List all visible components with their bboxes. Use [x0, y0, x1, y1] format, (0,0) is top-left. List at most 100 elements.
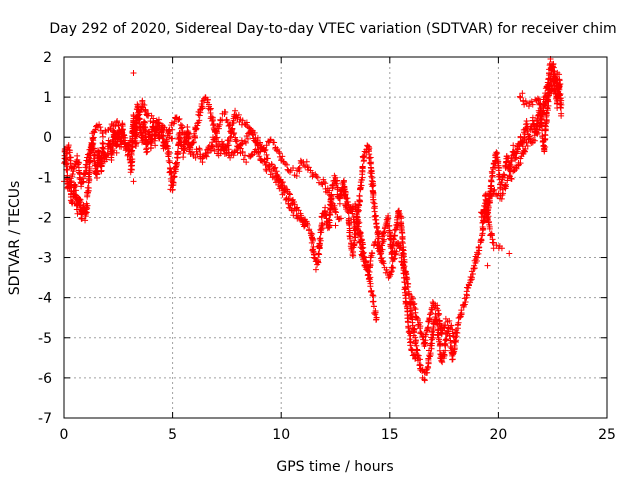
data-point: [317, 235, 324, 242]
data-point: [264, 155, 271, 162]
data-point: [353, 214, 360, 221]
data-point: [436, 336, 443, 343]
data-point: [244, 135, 251, 142]
data-point: [83, 200, 90, 207]
data-point: [141, 118, 148, 125]
y-tick-label: -3: [38, 251, 52, 267]
data-point: [226, 138, 233, 145]
data-point: [526, 133, 533, 140]
data-point: [535, 126, 542, 133]
data-point: [556, 91, 563, 98]
data-point: [232, 107, 239, 114]
data-point: [319, 220, 326, 227]
data-point: [304, 166, 311, 173]
data-point: [296, 164, 303, 171]
data-point: [447, 344, 454, 351]
data-point: [171, 118, 178, 125]
data-point: [543, 117, 550, 124]
data-point: [371, 213, 378, 220]
data-point: [351, 219, 358, 226]
data-point: [424, 363, 431, 370]
data-point: [517, 160, 524, 167]
data-point: [113, 119, 120, 126]
data-point: [204, 96, 211, 103]
data-point: [82, 210, 89, 217]
data-point: [144, 148, 151, 155]
data-point: [537, 107, 544, 114]
data-point: [412, 355, 419, 362]
data-point: [203, 153, 210, 160]
data-point: [549, 85, 556, 92]
data-point: [268, 167, 275, 174]
data-point: [374, 224, 381, 231]
data-point: [512, 154, 519, 161]
data-point: [113, 149, 120, 156]
data-point: [129, 156, 136, 163]
data-point: [375, 235, 382, 242]
data-point: [416, 361, 423, 368]
data-point: [368, 287, 375, 294]
data-point: [176, 115, 183, 122]
data-point: [283, 196, 290, 203]
data-point: [482, 204, 489, 211]
data-point: [287, 202, 294, 209]
data-point: [558, 101, 565, 108]
data-point: [429, 306, 436, 313]
data-point: [356, 198, 363, 205]
data-point: [377, 251, 384, 258]
data-point: [76, 199, 83, 206]
data-point: [425, 360, 432, 367]
y-axis-ticks: 2 1 0 -1 -2 -3 -4 -5 -6 -7: [38, 50, 607, 427]
data-point: [230, 131, 237, 138]
data-point: [490, 187, 497, 194]
data-point: [181, 147, 188, 154]
data-point: [534, 131, 541, 138]
data-point: [462, 298, 469, 305]
data-point: [380, 260, 387, 267]
data-point: [88, 142, 95, 149]
plot-frame: [63, 56, 608, 419]
data-point: [191, 132, 198, 139]
data-point: [96, 121, 103, 128]
data-point: [524, 142, 531, 149]
data-point: [108, 148, 115, 155]
data-point: [528, 98, 535, 105]
y-tick-label: -5: [38, 331, 52, 347]
data-point: [556, 71, 563, 78]
data-point: [415, 352, 422, 359]
data-point: [488, 178, 495, 185]
data-point: [242, 139, 249, 146]
data-point: [458, 310, 465, 317]
data-point: [69, 173, 76, 180]
data-point: [210, 143, 217, 150]
x-axis-ticks: 0 5 10 15 20 25: [60, 57, 616, 443]
data-point: [531, 137, 538, 144]
data-point: [471, 265, 478, 272]
data-point: [485, 213, 492, 220]
y-tick-label: -4: [38, 291, 52, 307]
data-point: [339, 184, 346, 191]
data-point: [558, 112, 565, 119]
data-point: [402, 285, 409, 292]
data-point: [393, 248, 400, 255]
data-point: [413, 342, 420, 349]
data-point: [178, 125, 185, 132]
data-point: [392, 251, 399, 258]
data-point: [498, 195, 505, 202]
data-point: [98, 168, 105, 175]
data-point: [85, 184, 92, 191]
data-point: [181, 130, 188, 137]
data-point: [327, 197, 334, 204]
data-point: [130, 70, 137, 77]
data-point: [468, 274, 475, 281]
data-point: [404, 318, 411, 325]
data-point: [542, 90, 549, 97]
data-point: [293, 172, 300, 179]
data-point: [508, 157, 515, 164]
data-point: [217, 150, 224, 157]
data-point: [204, 149, 211, 156]
data-point: [108, 156, 115, 163]
data-point: [80, 175, 87, 182]
data-point: [481, 207, 488, 214]
data-point: [366, 275, 373, 282]
